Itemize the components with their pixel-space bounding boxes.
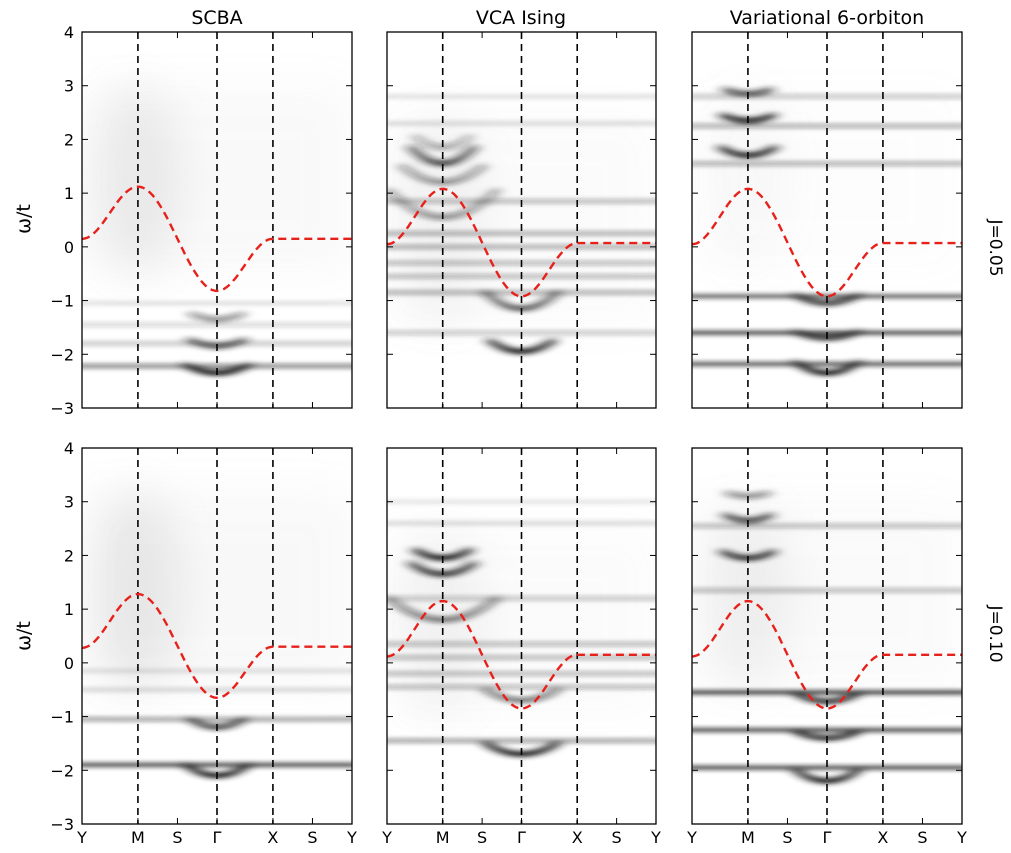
y-tick-label: 2 <box>64 130 74 149</box>
y-tick-label: 1 <box>64 600 74 619</box>
column-title-vca-ising: VCA Ising <box>476 7 566 29</box>
y-tick-label: −1 <box>50 708 74 727</box>
x-tick-label-s: S <box>782 828 792 847</box>
y-tick-label: −2 <box>50 761 74 780</box>
x-tick-label-y: Y <box>650 828 661 847</box>
y-axis-label-top: ω/t <box>13 204 35 234</box>
y-tick-label: 4 <box>64 23 74 42</box>
y-tick-label: −1 <box>50 292 74 311</box>
x-tick-label-m: M <box>741 828 755 847</box>
row-label-j-0-05: J=0.05 <box>985 218 1005 276</box>
band-curved-10 <box>728 493 767 496</box>
panel-vca-ising-j-0-05 <box>377 32 666 408</box>
y-tick-label: 4 <box>64 439 74 458</box>
y-tick-label: −3 <box>50 399 74 418</box>
y-tick-label: −2 <box>50 345 74 364</box>
y-tick-label: −3 <box>50 815 74 834</box>
panel-scba-j-0-05: −3 −2 −1 0 1 2 3 4 <box>50 23 362 418</box>
x-tick-label-x: X <box>572 828 583 847</box>
y-tick-label: 0 <box>64 654 74 673</box>
x-tick-label-y: Y <box>956 828 967 847</box>
panel-variational-6-orbiton-j-0-05 <box>682 32 972 408</box>
y-tick-label: 2 <box>64 546 74 565</box>
row-label-j-0-10: J=0.10 <box>985 604 1005 662</box>
y-tick-label: 0 <box>64 238 74 257</box>
x-tick-label-m: M <box>131 828 145 847</box>
x-tick-label-gamma: Γ <box>517 828 526 847</box>
x-tick-label-y: Y <box>346 828 357 847</box>
y-tick-label: 1 <box>64 184 74 203</box>
x-tick-label-x: X <box>267 828 278 847</box>
y-tick-label: 3 <box>64 493 74 512</box>
x-tick-label-x: X <box>877 828 888 847</box>
panels-layer: −3 −2 −1 0 1 2 3 4 −3 −2 −1 0 1 2 3 4 Y M S Γ X S Y Y M S Γ X S Y Y M S Γ… <box>50 23 972 847</box>
x-tick-label-s: S <box>477 828 487 847</box>
column-title-scba: SCBA <box>191 7 242 29</box>
x-tick-label-m: M <box>436 828 450 847</box>
x-tick-label-y: Y <box>381 828 392 847</box>
y-tick-label: 3 <box>64 77 74 96</box>
x-tick-label-y: Y <box>76 828 87 847</box>
x-tick-label-s: S <box>307 828 317 847</box>
x-tick-label-gamma: Γ <box>213 828 222 847</box>
column-title-variational-6-orbiton: Variational 6-orbiton <box>730 7 924 29</box>
x-tick-label-gamma: Γ <box>823 828 832 847</box>
x-tick-label-s: S <box>612 828 622 847</box>
x-tick-label-s: S <box>172 828 182 847</box>
y-axis-label-bottom: ω/t <box>13 621 35 651</box>
panel-scba-j-0-10: −3 −2 −1 0 1 2 3 4 Y M S Γ X S Y <box>50 439 362 847</box>
x-tick-label-s: S <box>917 828 927 847</box>
x-tick-label-y: Y <box>686 828 697 847</box>
